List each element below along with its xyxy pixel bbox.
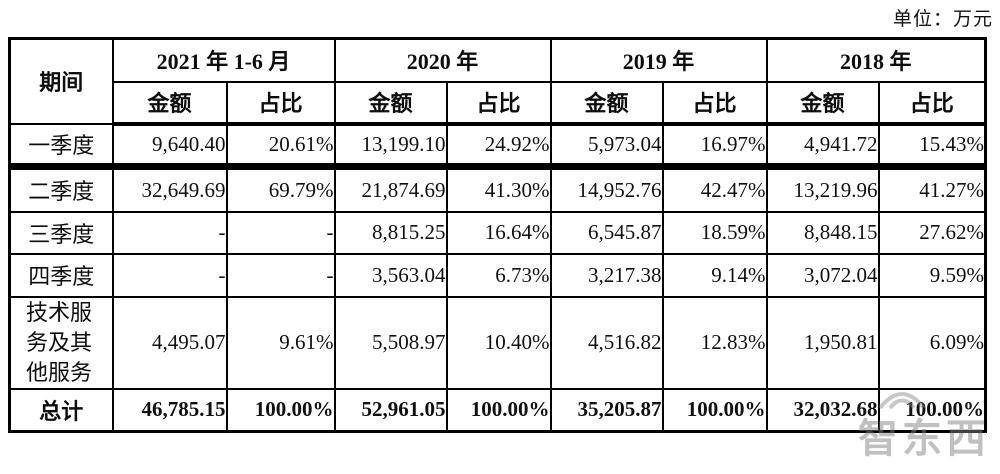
ratio-header-cell: 占比 xyxy=(445,80,552,126)
value-cell: 8,848.15 xyxy=(765,210,880,255)
table-row-q2: 二季度 32,649.69 69.79% 21,874.69 41.30% 14… xyxy=(8,165,987,213)
value-cell: 10.40% xyxy=(445,295,552,390)
year-header-2021: 2021 年 1-6 月 xyxy=(111,37,336,83)
value-cell: 20.61% xyxy=(225,122,336,170)
ratio-header-cell: 占比 xyxy=(661,80,768,126)
value-cell: 69.79% xyxy=(225,165,336,213)
value-cell: 100.00% xyxy=(225,387,336,433)
value-cell: 6.73% xyxy=(445,252,552,298)
value-cell: 9.59% xyxy=(877,252,987,298)
value-cell: 13,199.10 xyxy=(333,122,448,170)
value-cell: 16.97% xyxy=(661,122,768,170)
row-label-cell: 总计 xyxy=(8,387,114,433)
value-cell: 9.14% xyxy=(661,252,768,298)
value-cell: 35,205.87 xyxy=(549,387,664,433)
table-row-tech-services: 技术服务及其他服务 4,495.07 9.61% 5,508.97 10.40%… xyxy=(8,295,987,390)
value-cell: 9,640.40 xyxy=(111,122,228,170)
year-header-2020: 2020 年 xyxy=(333,37,552,83)
value-cell: 12.83% xyxy=(661,295,768,390)
amount-header-cell: 金额 xyxy=(333,80,448,126)
quarterly-revenue-table: 期间 2021 年 1-6 月 2020 年 2019 年 2018 年 金额 … xyxy=(8,37,987,433)
value-cell: - xyxy=(111,252,228,298)
value-cell: 8,815.25 xyxy=(333,210,448,255)
value-cell: 3,217.38 xyxy=(549,252,664,298)
row-label-cell: 三季度 xyxy=(8,210,114,255)
ratio-header-cell: 占比 xyxy=(877,80,987,126)
amount-header-cell: 金额 xyxy=(765,80,880,126)
row-label-cell: 二季度 xyxy=(8,165,114,213)
value-cell: 100.00% xyxy=(877,387,987,433)
value-cell: 13,219.96 xyxy=(765,165,880,213)
table-row-q1: 一季度 9,640.40 20.61% 13,199.10 24.92% 5,9… xyxy=(8,122,987,170)
value-cell: 5,973.04 xyxy=(549,122,664,170)
amount-header-cell: 金额 xyxy=(549,80,664,126)
period-header-cell: 期间 xyxy=(8,37,114,125)
value-cell: 52,961.05 xyxy=(333,387,448,433)
row-label-cell: 技术服务及其他服务 xyxy=(8,295,114,390)
header-row-years: 期间 2021 年 1-6 月 2020 年 2019 年 2018 年 xyxy=(8,37,987,125)
value-cell: 41.30% xyxy=(445,165,552,213)
value-cell: 4,941.72 xyxy=(765,122,880,170)
value-cell: 6.09% xyxy=(877,295,987,390)
value-cell: 24.92% xyxy=(445,122,552,170)
value-cell: 46,785.15 xyxy=(111,387,228,433)
value-cell: 32,032.68 xyxy=(765,387,880,433)
value-cell: 6,545.87 xyxy=(549,210,664,255)
ratio-header-cell: 占比 xyxy=(225,80,336,126)
row-label-cell: 四季度 xyxy=(8,252,114,298)
value-cell: 1,950.81 xyxy=(765,295,880,390)
value-cell: 32,649.69 xyxy=(111,165,228,213)
value-cell: 3,072.04 xyxy=(765,252,880,298)
year-header-2018: 2018 年 xyxy=(765,37,987,83)
value-cell: 21,874.69 xyxy=(333,165,448,213)
unit-label: 单位：万元 xyxy=(892,9,993,30)
table-row-q4: 四季度 - - 3,563.04 6.73% 3,217.38 9.14% 3,… xyxy=(8,252,987,298)
header-row-subcolumns: 金额 占比 金额 占比 金额 占比 金额 占比 xyxy=(10,80,987,126)
value-cell: 100.00% xyxy=(661,387,768,433)
value-cell: 4,516.82 xyxy=(549,295,664,390)
amount-header-cell: 金额 xyxy=(111,80,228,126)
value-cell: 42.47% xyxy=(661,165,768,213)
value-cell: 16.64% xyxy=(445,210,552,255)
value-cell: 9.61% xyxy=(225,295,336,390)
value-cell: 5,508.97 xyxy=(333,295,448,390)
value-cell: - xyxy=(225,252,336,298)
value-cell: 3,563.04 xyxy=(333,252,448,298)
value-cell: 41.27% xyxy=(877,165,987,213)
value-cell: - xyxy=(225,210,336,255)
table-row-total: 总计 46,785.15 100.00% 52,961.05 100.00% 3… xyxy=(8,387,987,433)
value-cell: - xyxy=(111,210,228,255)
value-cell: 27.62% xyxy=(877,210,987,255)
value-cell: 15.43% xyxy=(877,122,987,170)
value-cell: 14,952.76 xyxy=(549,165,664,213)
value-cell: 18.59% xyxy=(661,210,768,255)
table-row-q3: 三季度 - - 8,815.25 16.64% 6,545.87 18.59% … xyxy=(8,210,987,255)
row-label-cell: 一季度 xyxy=(8,122,114,170)
value-cell: 4,495.07 xyxy=(111,295,228,390)
value-cell: 100.00% xyxy=(445,387,552,433)
year-header-2019: 2019 年 xyxy=(549,37,768,83)
